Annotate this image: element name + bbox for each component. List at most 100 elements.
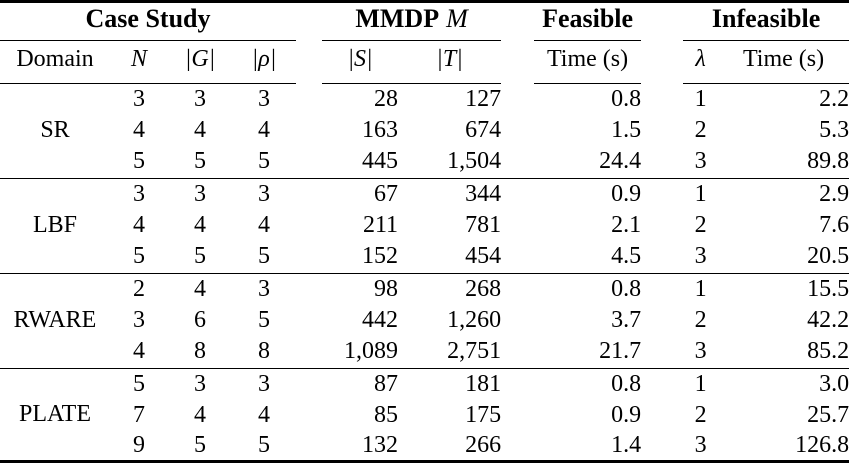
table-row: 5 5 5 445 1,504 24.4 3 89.8 [0,146,849,177]
column-gap [296,84,322,115]
cell-s: 445 [362,147,399,174]
group-rule-row [0,35,849,41]
domain-cell-plate: PLATE [19,401,91,427]
column-gap [501,210,534,241]
cell-t: 268 [465,275,502,302]
column-gap [501,369,534,400]
column-gap [501,41,534,79]
column-gap [641,274,683,305]
cell-infeasible-time: 2.2 [819,85,849,112]
table-row: 4 8 8 1,089 2,751 21.7 3 85.2 [0,336,849,367]
cell-n: 4 [133,337,145,364]
cell-g: 6 [194,306,206,333]
cell-n: 5 [133,242,145,269]
cell-infeasible-time: 25.7 [807,401,849,428]
column-gap [296,400,322,431]
table-row: PLATE 5 3 3 87 181 0.8 1 3.0 [0,369,849,427]
cell-t: 181 [465,370,502,397]
col-header-s: |S| [347,46,373,73]
cell-rho: 8 [258,337,271,364]
table-row: RWARE 2 4 3 98 268 0.8 1 15.5 [0,274,849,333]
column-gap [501,146,534,177]
column-gap [296,210,322,241]
block-separator-rule [0,176,849,179]
column-gap [296,179,322,210]
col-header-g: |G| [184,46,216,73]
column-gap [501,115,534,146]
cell-g: 5 [194,431,206,458]
cell-rho: 5 [258,306,271,333]
cell-infeasible-time: 7.6 [819,211,849,238]
sub-rule-row [0,78,849,84]
cell-infeasible-time: 20.5 [807,242,849,269]
cell-rho: 3 [258,275,271,302]
cell-infeasible-time: 42.2 [807,306,849,333]
column-gap [641,336,683,367]
cell-infeasible-time: 15.5 [807,275,849,302]
cell-feasible-time: 1.4 [611,431,642,458]
block-separator-rule [0,366,849,369]
cell-infeasible-time: 2.9 [819,180,849,207]
column-gap [501,179,534,210]
column-gap [501,241,534,272]
block-separator [0,271,849,274]
cell-n: 4 [133,211,145,238]
cell-g: 4 [194,275,206,302]
cell-s: 1,089 [344,337,399,364]
cell-g: 3 [194,85,206,112]
column-group-feasible: Feasible [542,4,634,34]
sub-rule-feasible [534,78,642,84]
block-separator [0,366,849,369]
cell-lambda: 2 [694,116,707,143]
cell-n: 3 [133,85,145,112]
cell-s: 152 [362,242,399,269]
sub-rule-mmdp [322,78,502,84]
cell-feasible-time: 3.7 [611,306,642,333]
cell-n: 2 [133,275,145,302]
column-group-infeasible: Infeasible [711,4,821,34]
cell-t: 127 [465,85,502,112]
cell-t: 674 [465,116,502,143]
cell-g: 4 [194,116,206,143]
cell-lambda: 3 [694,337,707,364]
column-gap [296,274,322,305]
cell-lambda: 1 [694,275,707,302]
cell-n: 5 [133,147,145,174]
group-rule-feasible [534,35,642,41]
cell-s: 442 [362,306,399,333]
cell-feasible-time: 0.8 [611,275,642,302]
cell-n: 3 [133,180,145,207]
column-gap [296,115,322,146]
column-gap [641,115,683,146]
column-gap [296,146,322,177]
cell-t: 1,260 [447,306,502,333]
results-table: Case Study MMDP M Feasible Infeasible Dom… [0,0,849,463]
cell-feasible-time: 21.7 [599,337,642,364]
cell-infeasible-time: 89.8 [807,147,849,174]
column-gap [641,2,683,36]
cell-t: 781 [465,211,502,238]
col-header-domain: Domain [16,46,94,73]
cell-feasible-time: 24.4 [599,147,642,174]
cell-t: 175 [465,401,502,428]
col-header-lambda: λ [695,46,706,73]
cell-g: 3 [194,370,206,397]
cell-t: 1,504 [447,147,502,174]
col-header-infeasible-time: Time (s) [742,46,825,73]
column-gap [501,431,534,462]
column-gap [641,146,683,177]
column-gap [641,305,683,336]
cell-lambda: 3 [694,242,707,269]
cell-t: 344 [465,180,502,207]
column-gap [641,400,683,431]
sub-rule-case-study [0,78,297,84]
cell-g: 5 [194,242,206,269]
group-rule-case-study [0,35,297,41]
cell-rho: 4 [258,116,271,143]
column-gap [641,41,683,79]
group-rule-infeasible [683,35,849,41]
cell-lambda: 1 [694,180,707,207]
cell-infeasible-time: 126.8 [795,431,849,458]
cell-s: 211 [362,211,399,238]
